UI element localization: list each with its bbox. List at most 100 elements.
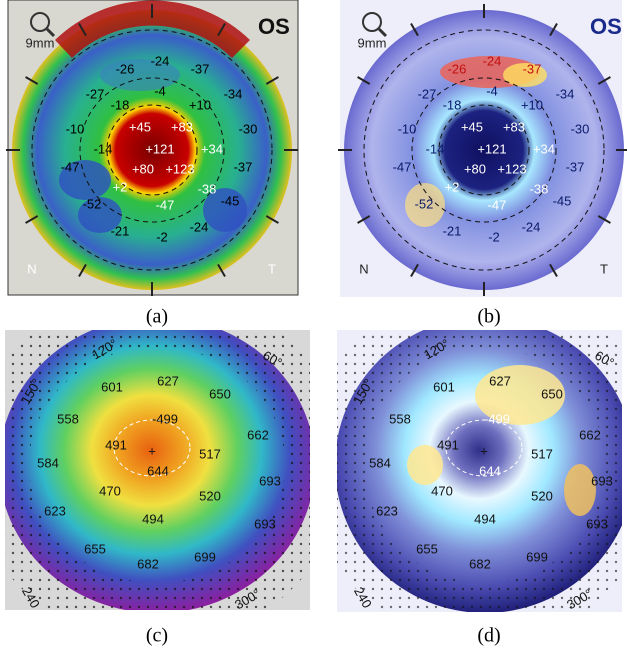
- thickness-label: +83: [171, 119, 193, 134]
- thickness-label: +121: [477, 141, 506, 156]
- thickness-label: 693: [259, 473, 281, 488]
- thickness-label: -10: [66, 121, 85, 136]
- temporal: T: [268, 261, 276, 276]
- thickness-label: -21: [443, 223, 462, 238]
- thickness-label: -24: [151, 53, 170, 68]
- thickness-label: +45: [461, 119, 483, 134]
- badge: OS: [590, 14, 622, 39]
- thickness-label: -24: [190, 219, 209, 234]
- temporal: T: [600, 261, 608, 276]
- zone: [564, 464, 596, 516]
- thickness-label: +10: [189, 97, 211, 112]
- thickness-label: -37: [234, 159, 253, 174]
- thickness-label: -47: [156, 197, 175, 212]
- thickness-label: 470: [431, 483, 453, 498]
- thickness-label: 623: [44, 503, 66, 518]
- thickness-label: 601: [101, 379, 123, 394]
- thickness-label: 693: [254, 516, 276, 531]
- thickness-label: -47: [488, 197, 507, 212]
- thickness-label: -52: [83, 196, 102, 211]
- thickness-label: +80: [132, 161, 154, 176]
- thickness-label: +45: [129, 119, 151, 134]
- thickness-label: 655: [416, 541, 438, 556]
- thickness-label: -21: [111, 223, 130, 238]
- thickness-label: -27: [418, 86, 437, 101]
- thickness-label: -52: [415, 196, 434, 211]
- thickness-label: 662: [247, 427, 269, 442]
- thickness-label: 584: [37, 455, 59, 470]
- thickness-label: 693: [591, 473, 613, 488]
- thickness-label: -499: [152, 411, 178, 426]
- thickness-label: 494: [142, 511, 164, 526]
- thickness-label: +80: [464, 161, 486, 176]
- thickness-label: -37: [191, 61, 210, 76]
- thickness-label: -45: [553, 193, 572, 208]
- thickness-label: 699: [526, 549, 548, 564]
- thickness-label: 520: [531, 488, 553, 503]
- thickness-label: 520: [199, 488, 221, 503]
- thickness-label: -38: [530, 181, 549, 196]
- thickness-label: 558: [389, 411, 411, 426]
- thickness-label: -499: [484, 411, 510, 426]
- thickness-label: -24: [483, 53, 502, 68]
- thickness-label: -26: [448, 61, 467, 76]
- thickness-label: 693: [586, 516, 608, 531]
- nasal: N: [359, 261, 368, 276]
- thickness-label: 655: [84, 541, 106, 556]
- thickness-label: +123: [165, 161, 194, 176]
- thickness-label: 627: [157, 373, 179, 388]
- scale: 9mm: [26, 35, 55, 50]
- thickness-label: -37: [566, 159, 585, 174]
- thickness-label: -37: [523, 61, 542, 76]
- caption: (d): [477, 625, 500, 647]
- thickness-label: -47: [61, 159, 80, 174]
- thickness-label: -47: [393, 159, 412, 174]
- center-mark: +: [148, 443, 156, 458]
- badge: OS: [258, 14, 290, 39]
- thickness-label: -2: [488, 229, 500, 244]
- thickness-label: 650: [209, 386, 231, 401]
- thickness-label: -4: [486, 83, 498, 98]
- thickness-label: -34: [224, 86, 243, 101]
- nasal: N: [27, 261, 36, 276]
- thickness-label: -14: [426, 141, 445, 156]
- thickness-label: 644: [147, 463, 169, 478]
- thickness-label: 623: [376, 503, 398, 518]
- caption: (b): [477, 306, 500, 328]
- thickness-label: 682: [469, 556, 491, 571]
- thickness-label: +2: [445, 179, 460, 194]
- thickness-label: +123: [497, 161, 526, 176]
- thickness-label: -18: [443, 97, 462, 112]
- caption: (c): [146, 625, 168, 647]
- thickness-label: -30: [571, 121, 590, 136]
- thickness-label: 517: [199, 446, 221, 461]
- thickness-label: 494: [474, 511, 496, 526]
- figure: 9mm OS N T -26 -24 -37 -27 -18 -4 +10 -34 -10 -14 +45 +…: [0, 0, 627, 653]
- thickness-label: 627: [489, 373, 511, 388]
- thickness-label: 491: [105, 437, 127, 452]
- thickness-label: +121: [145, 141, 174, 156]
- thickness-label: -26: [116, 61, 135, 76]
- center-mark: +: [480, 443, 488, 458]
- thickness-label: 558: [57, 411, 79, 426]
- thickness-label: +2: [113, 179, 128, 194]
- thickness-label: -34: [556, 86, 575, 101]
- thickness-label: -10: [398, 121, 417, 136]
- thickness-label: 699: [194, 549, 216, 564]
- thickness-label: 682: [137, 556, 159, 571]
- thickness-label: 491: [437, 437, 459, 452]
- thickness-label: -14: [94, 141, 113, 156]
- thickness-label: -38: [198, 181, 217, 196]
- thickness-label: +34: [201, 141, 223, 156]
- scale: 9mm: [358, 35, 387, 50]
- thickness-label: 517: [531, 446, 553, 461]
- thickness-label: -30: [239, 121, 258, 136]
- thickness-label: -45: [221, 193, 240, 208]
- thickness-label: 470: [99, 483, 121, 498]
- caption: (a): [146, 306, 168, 328]
- thickness-label: -4: [154, 83, 166, 98]
- thickness-label: +83: [503, 119, 525, 134]
- thickness-label: 601: [433, 379, 455, 394]
- thickness-label: 662: [579, 427, 601, 442]
- thickness-label: -2: [156, 229, 168, 244]
